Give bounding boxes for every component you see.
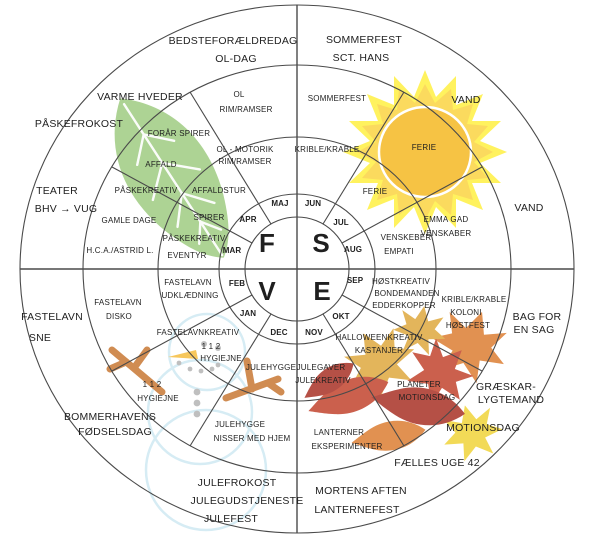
spring-leaf-icon <box>114 98 229 258</box>
autumn-leaves-icon <box>297 298 519 466</box>
carrot-nose-icon <box>168 350 198 359</box>
wheel-grid <box>19 4 575 534</box>
winter-snowman-icon <box>106 312 285 532</box>
stick-arms-icon <box>106 346 285 402</box>
summer-sun-icon <box>343 70 507 234</box>
